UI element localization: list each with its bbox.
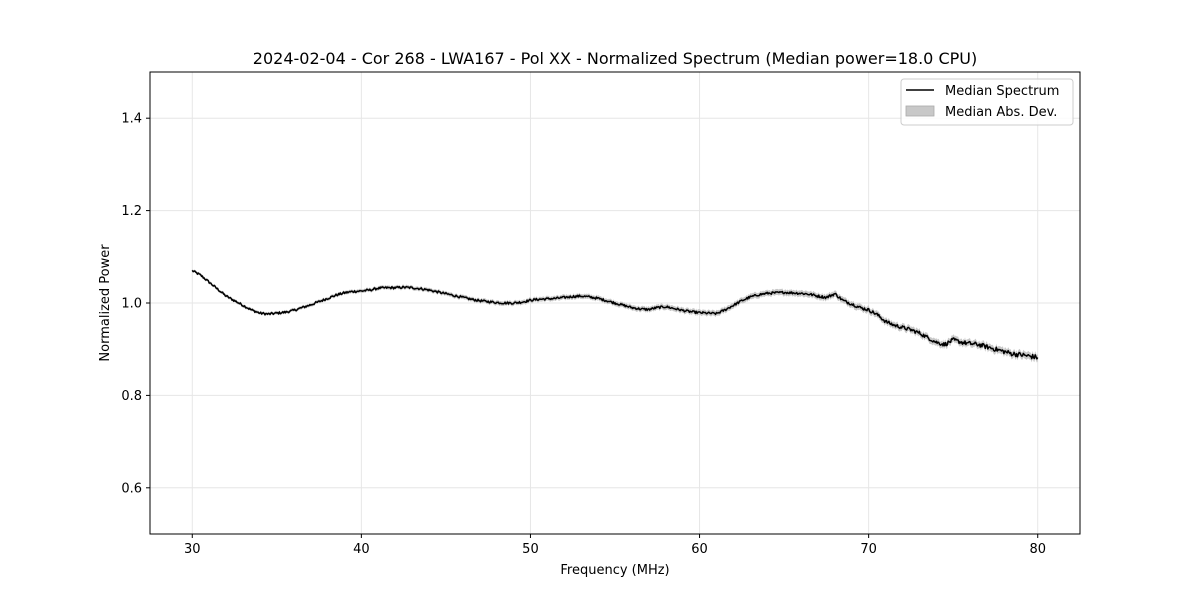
median-spectrum-line: [191, 269, 1039, 360]
y-tick-label: 1.2: [121, 204, 142, 219]
y-tick-label: 1.4: [121, 112, 142, 127]
y-axis-label: Normalized Power: [98, 244, 113, 362]
x-tick-label: 50: [522, 542, 539, 557]
legend-band-swatch: [905, 105, 935, 117]
x-axis-label: Frequency (MHz): [560, 563, 669, 578]
x-tick-label: 70: [860, 542, 877, 557]
ticks: 30 40 50 60 70 80 0.6 0.8 1.0 1.2 1.4: [121, 112, 1046, 557]
legend: Median Spectrum Median Abs. Dev.: [900, 78, 1074, 126]
x-tick-label: 80: [1029, 542, 1046, 557]
y-tick-label: 0.8: [121, 389, 142, 404]
chart-title: 2024-02-04 - Cor 268 - LWA167 - Pol XX -…: [253, 49, 977, 68]
legend-box: [900, 78, 1074, 126]
x-tick-label: 30: [184, 542, 201, 557]
y-tick-label: 0.6: [121, 481, 142, 496]
median-line-layer: [191, 269, 1039, 360]
legend-median-abs-dev: Median Abs. Dev.: [945, 105, 1057, 120]
y-tick-label: 1.0: [121, 297, 142, 312]
x-tick-label: 60: [691, 542, 708, 557]
legend-median-spectrum: Median Spectrum: [945, 84, 1059, 99]
x-tick-label: 40: [353, 542, 370, 557]
